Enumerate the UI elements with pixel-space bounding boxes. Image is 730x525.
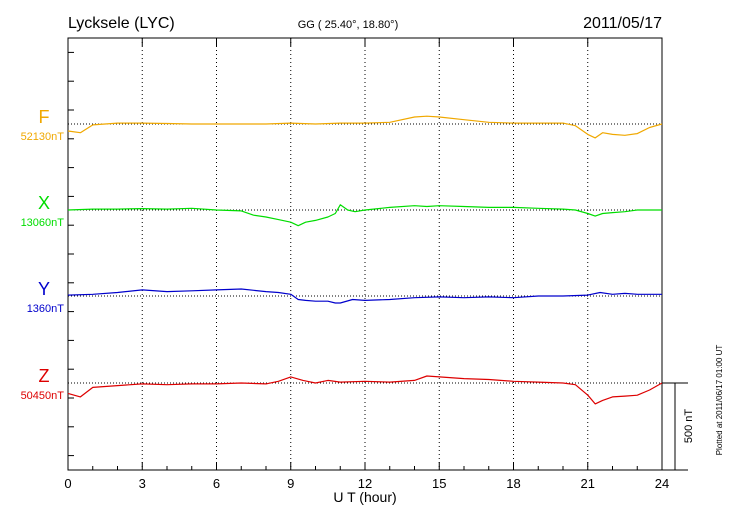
scale-bar [662,382,688,471]
x-tick-label: 0 [64,476,71,491]
trace-baseline-z: 50450nT [21,390,65,402]
trace-name-x: X [38,193,50,213]
x-tick-label: 15 [432,476,446,491]
x-tick-label: 9 [287,476,294,491]
trace-name-y: Y [38,279,50,299]
traces [67,115,663,405]
x-tick-label: 3 [139,476,146,491]
axis-ticks [67,38,663,470]
trace-name-f: F [39,107,50,127]
x-axis-label: U T (hour) [333,489,396,505]
station-title: Lycksele (LYC) [68,15,175,32]
plotted-note: Plotted at 2011/06/17 01:00 UT [715,345,724,456]
trace-baseline-y: 1360nT [27,303,65,315]
x-tick-label: 24 [655,476,669,491]
trace-y [67,288,662,304]
date-title: 2011/05/17 [583,15,662,32]
coords-title: GG ( 25.40°, 18.80°) [298,19,399,31]
scale-bar-label: 500 nT [683,409,695,444]
x-tick-label: 12 [358,476,372,491]
trace-baseline-f: 52130nT [21,131,65,143]
x-tick-labels: 0 3 6 9 12 15 18 21 24 [64,476,669,491]
x-tick-label: 18 [506,476,520,491]
x-tick-label: 6 [213,476,220,491]
trace-baseline-x: 13060nT [21,217,65,229]
trace-z [67,375,663,405]
trace-name-z: Z [39,366,50,386]
trace-labels: F 52130nT X 13060nT Y 1360nT Z 50450nT [21,107,65,402]
gridlines [141,38,589,470]
trace-x [67,204,662,227]
trace-f [67,115,663,139]
x-tick-label: 21 [581,476,595,491]
